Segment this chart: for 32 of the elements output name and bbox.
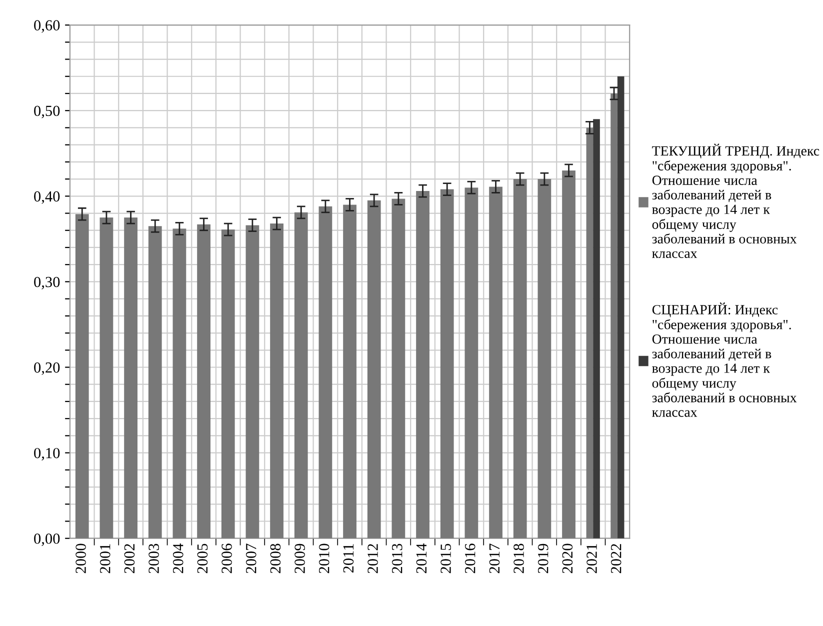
x-tick-label: 2002 (124, 544, 135, 574)
x-tick-label: 2008 (270, 544, 281, 574)
x-tick-label: 2019 (538, 544, 548, 574)
y-tick-label: 0,20 (34, 362, 60, 375)
y-tick-label: 0,60 (34, 20, 60, 33)
x-tick-label: 2012 (368, 544, 378, 574)
x-tick-label: 2010 (318, 544, 330, 574)
x-tick-label: 2018 (514, 544, 524, 574)
legend-label: СЦЕНАРИЙ: Индекс "сбережения здоровья". Отношение числа заболеваний детей в возрасте до 14 лет к общему числу заболеваний в основных классах (652, 302, 797, 417)
x-tick-label: 2015 (440, 544, 451, 574)
x-tick-label: 2006 (222, 544, 232, 574)
x-tick-label: 2013 (392, 544, 402, 574)
x-tick-label: 2003 (148, 544, 159, 574)
x-tick-label: 2014 (416, 543, 427, 574)
x-tick-label: 2004 (172, 543, 184, 574)
x-tick-label: 2021 (586, 544, 597, 574)
x-tick-label: 2000 (76, 544, 86, 574)
x-tick-label: 2017 (489, 544, 500, 574)
x-tick-label: 2005 (197, 544, 208, 574)
y-tick-label: 0,50 (34, 106, 60, 118)
y-tick-label: 0,30 (34, 276, 60, 290)
y-tick-label: 0,40 (34, 191, 60, 204)
x-tick-label: 2016 (464, 544, 476, 574)
x-tick-label: 2020 (562, 544, 573, 574)
x-tick-label: 2001 (100, 544, 110, 574)
x-tick-label: 2022 (610, 544, 622, 574)
x-tick-label: 2011 (343, 544, 354, 573)
x-tick-label: 2007 (246, 544, 256, 574)
x-tick-label: 2009 (294, 544, 305, 574)
y-tick-label: 0,10 (34, 448, 60, 460)
legend-label: ТЕКУЩИЙ ТРЕНД. Индекс "сбережения здоровья". Отношение числа заболеваний детей в возрасте до 14 лет к общему числу заболеваний в основных классах (652, 144, 820, 258)
y-tick-label: 0,00 (34, 534, 60, 546)
